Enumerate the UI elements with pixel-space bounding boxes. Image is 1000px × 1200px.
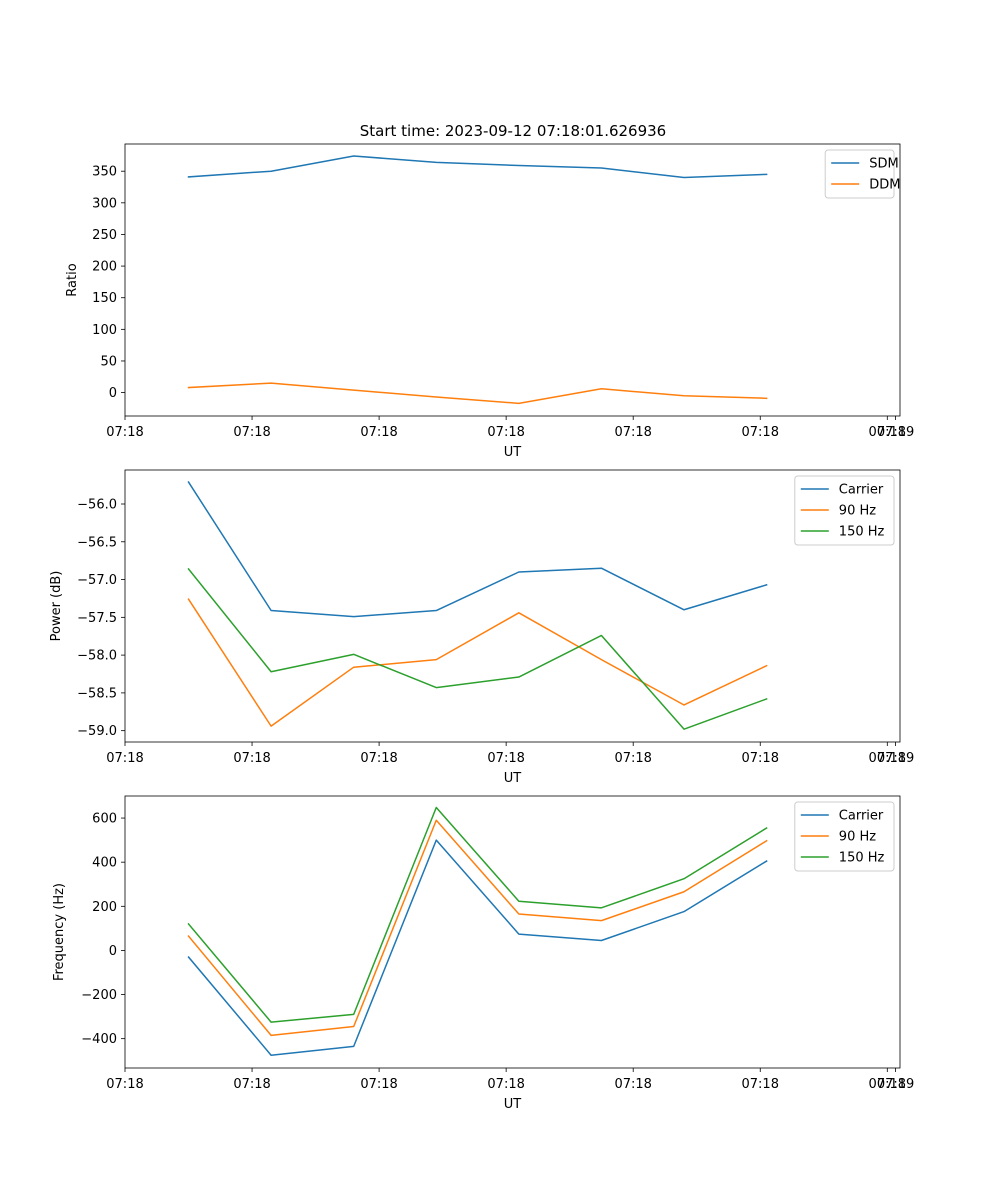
y-tick-label: 200 [92,260,117,275]
y-axis-label: Power (dB) [49,571,64,642]
legend-label: DDM [869,178,900,193]
series-line-sdm [187,155,768,179]
x-tick-label: 07:19 [877,751,914,766]
legend-label: 90 Hz [839,504,876,519]
y-tick-label: 100 [92,323,117,338]
series-line-ddm [187,382,768,405]
x-tick-label: 07:18 [742,1077,779,1092]
x-tick-label: 07:18 [233,1077,270,1092]
legend: Carrier 90 Hz 150 Hz [794,801,895,872]
axes-frame [124,795,901,1069]
y-tick-label: −58.5 [77,686,117,701]
legend: Carrier 90 Hz 150 Hz [794,475,895,546]
legend-label: 150 Hz [839,851,885,866]
x-tick-label: 07:18 [487,425,524,440]
x-tick-label: 07:18 [360,751,397,766]
x-tick-label: 07:18 [106,751,143,766]
x-tick-label: 07:18 [360,425,397,440]
x-tick-label: 07:18 [869,751,906,766]
y-tick-label: 400 [92,856,117,871]
x-tick-label: 07:18 [614,425,651,440]
series-line-90-hz [187,819,768,1037]
y-tick-label: 50 [100,354,117,369]
y-tick-label: −57.0 [77,573,117,588]
legend: SDM DDM [824,149,900,199]
panel-2: 07:18 07:18 07:18 07:18 07:18 07:18 07:1807:19… [49,469,914,786]
x-axis-label: UT [504,445,522,460]
y-tick-label: −400 [81,1032,117,1047]
legend-box [824,149,895,199]
legend-label: Carrier [839,809,884,824]
x-tick-label: 07:18 [106,425,143,440]
y-tick-label: −56.0 [77,498,117,513]
series-line-150-hz [187,567,768,730]
x-axis-label: UT [504,1097,522,1112]
x-tick-label: 07:18 [742,751,779,766]
legend-box [794,801,895,872]
y-axis-label: Ratio [65,263,80,296]
y-tick-label: 0 [109,386,117,401]
series-line-carrier [187,839,768,1056]
legend-label: Carrier [839,483,884,498]
x-tick-label: 07:18 [360,1077,397,1092]
panel-3: 07:18 07:18 07:18 07:18 07:18 07:18 07:1807:19… [52,795,914,1112]
y-tick-label: −59.0 [77,724,117,739]
y-tick-label: 600 [92,812,117,827]
panel-1: 07:18 07:18 07:18 07:18 07:18 07:18 07:1807:19… [65,143,914,460]
legend-label: 150 Hz [839,525,885,540]
axes-frame [124,143,901,417]
y-tick-label: −58.0 [77,649,117,664]
y-tick-label: 0 [109,944,117,959]
series-line-carrier [187,481,768,618]
y-tick-label: 350 [92,165,117,180]
y-tick-label: 150 [92,291,117,306]
x-tick-label: 07:18 [106,1077,143,1092]
y-tick-label: 300 [92,196,117,211]
legend-box [794,475,895,546]
x-tick-label: 07:18 [487,751,524,766]
x-axis-label: UT [504,771,522,786]
chart-title: Start time: 2023-09-12 07:18:01.626936 [360,122,666,140]
x-tick-label: 07:18 [614,751,651,766]
y-tick-label: −200 [81,988,117,1003]
axes-frame [124,469,901,743]
x-tick-label: 07:18 [869,425,906,440]
series-line-90-hz [187,598,768,727]
x-tick-label: 07:18 [869,1077,906,1092]
x-tick-label: 07:18 [614,1077,651,1092]
legend-label: SDM [869,157,898,172]
x-tick-label: 07:18 [487,1077,524,1092]
y-tick-label: −57.5 [77,611,117,626]
x-tick-label: 07:19 [877,1077,914,1092]
x-tick-label: 07:18 [742,425,779,440]
x-tick-label: 07:19 [877,425,914,440]
panels: 07:18 07:18 07:18 07:18 07:18 07:18 07:1807:19… [49,143,914,1112]
y-tick-label: −56.5 [77,535,117,550]
series-line-150-hz [187,806,768,1023]
x-tick-label: 07:18 [233,425,270,440]
x-tick-label: 07:18 [233,751,270,766]
y-axis-label: Frequency (Hz) [52,883,67,981]
y-tick-label: 250 [92,228,117,243]
y-tick-label: 200 [92,900,117,915]
legend-label: 90 Hz [839,830,876,845]
